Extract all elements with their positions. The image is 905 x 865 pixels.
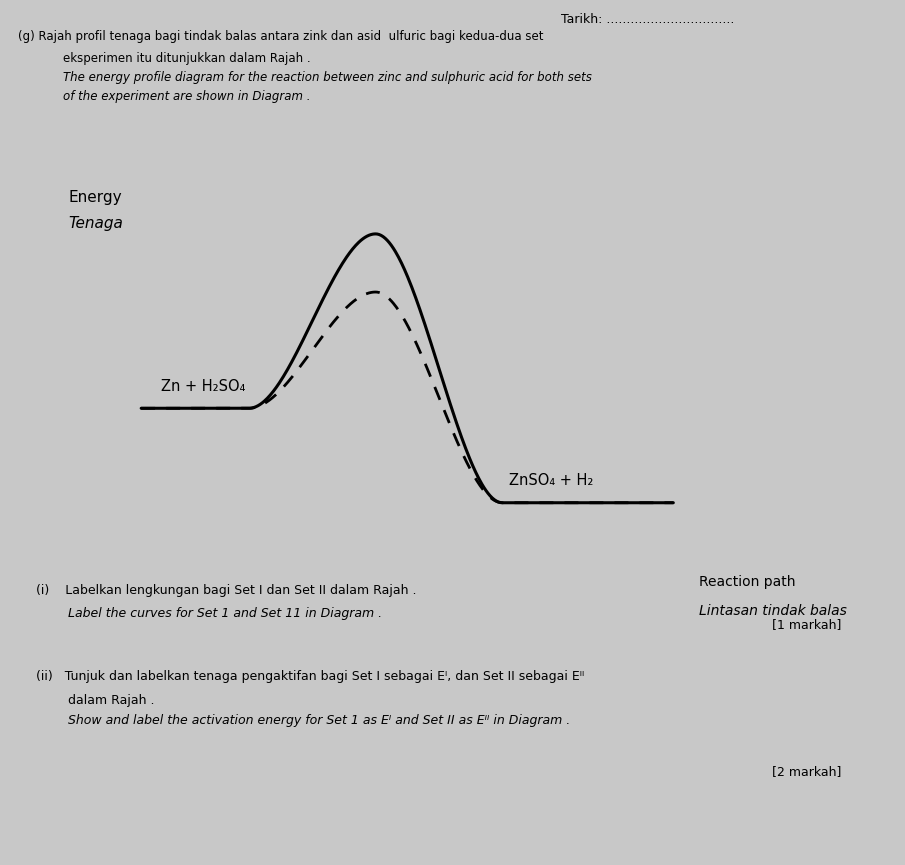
- Text: Lintasan tindak balas: Lintasan tindak balas: [699, 605, 846, 618]
- Text: The energy profile diagram for the reaction between zinc and sulphuric acid for : The energy profile diagram for the react…: [63, 71, 592, 84]
- Text: Zn + H₂SO₄: Zn + H₂SO₄: [161, 379, 246, 394]
- Text: (ii)   Tunjuk dan labelkan tenaga pengaktifan bagi Set I sebagai Eᴵ, dan Set II : (ii) Tunjuk dan labelkan tenaga pengakti…: [36, 670, 585, 683]
- Text: Show and label the activation energy for Set 1 as Eᴵ and Set II as Eᴵᴵ in Diagra: Show and label the activation energy for…: [36, 714, 570, 727]
- Text: Tenaga: Tenaga: [69, 215, 123, 231]
- Text: of the experiment are shown in Diagram .: of the experiment are shown in Diagram .: [63, 90, 310, 103]
- Text: [2 markah]: [2 markah]: [772, 766, 842, 778]
- Text: [1 markah]: [1 markah]: [772, 618, 842, 631]
- Text: Label the curves for Set 1 and Set 11 in Diagram .: Label the curves for Set 1 and Set 11 in…: [36, 607, 382, 620]
- Text: ZnSO₄ + H₂: ZnSO₄ + H₂: [509, 473, 593, 488]
- Text: dalam Rajah .: dalam Rajah .: [36, 694, 155, 707]
- Text: Reaction path: Reaction path: [699, 575, 795, 589]
- Text: Tarikh: ................................: Tarikh: ................................: [561, 13, 735, 26]
- Text: (g) Rajah profil tenaga bagi tindak balas antara zink dan asid  ulfuric bagi ked: (g) Rajah profil tenaga bagi tindak bala…: [18, 30, 544, 43]
- Text: (i)    Labelkan lengkungan bagi Set I dan Set II dalam Rajah .: (i) Labelkan lengkungan bagi Set I dan S…: [36, 584, 416, 597]
- Text: eksperimen itu ditunjukkan dalam Rajah .: eksperimen itu ditunjukkan dalam Rajah .: [63, 52, 311, 65]
- Text: Energy: Energy: [69, 190, 122, 205]
